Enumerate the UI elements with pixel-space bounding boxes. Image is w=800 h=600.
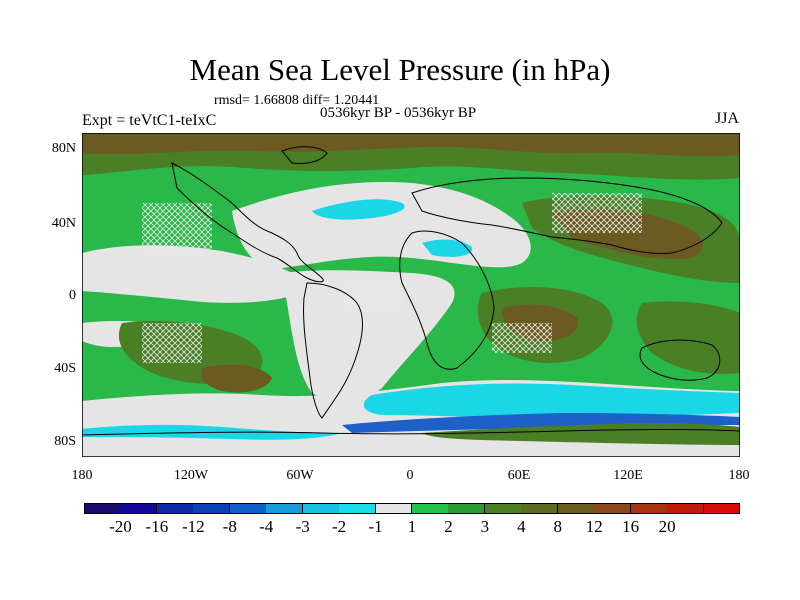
colorbar-tick-label: -4 bbox=[259, 517, 274, 536]
field-pacific-light bbox=[82, 245, 302, 303]
lon-label-120e: 120E bbox=[613, 468, 643, 483]
field-antarctic-blue-band bbox=[342, 413, 740, 433]
hatch-indian bbox=[492, 323, 552, 353]
colorbar-swatch bbox=[229, 503, 267, 514]
season-label: JJA bbox=[715, 110, 740, 127]
lon-label-60e: 60E bbox=[507, 468, 531, 483]
hatch-north-atlantic bbox=[142, 203, 212, 263]
field-arctic-brown bbox=[82, 133, 740, 157]
field-antarctic-olive bbox=[422, 423, 740, 445]
colorbar-swatch bbox=[448, 503, 486, 514]
colorbar-tick-label: -16 bbox=[145, 517, 169, 536]
colorbar-tick-label: -20 bbox=[109, 517, 132, 536]
period-label: 0536kyr BP - 0536kyr BP bbox=[320, 105, 477, 121]
field-australia-olive bbox=[636, 301, 740, 374]
colorbar-tick-label: 20 bbox=[658, 517, 676, 536]
lat-label-80n: 80N bbox=[51, 141, 76, 156]
lat-label-40n: 40N bbox=[51, 216, 76, 231]
colorbar-swatch bbox=[302, 503, 340, 514]
colorbar-swatch bbox=[412, 503, 449, 514]
colorbar-swatch bbox=[667, 503, 705, 514]
field-mediterranean-cyan bbox=[422, 239, 473, 257]
colorbar-tick-label: -2 bbox=[332, 517, 347, 536]
colorbar-swatch bbox=[521, 503, 559, 514]
lon-label-60w: 60W bbox=[286, 468, 314, 483]
lat-label-80s: 80S bbox=[54, 434, 76, 449]
lat-label-40s: 40S bbox=[54, 361, 76, 376]
colorbar-swatch bbox=[156, 503, 194, 514]
colorbar-swatch bbox=[339, 503, 377, 514]
hatch-tropical-atlantic bbox=[342, 273, 402, 313]
colorbar-tick-label: 1 bbox=[407, 517, 417, 536]
colorbar-tick-label: 2 bbox=[444, 517, 453, 536]
colorbar-swatch bbox=[594, 503, 632, 514]
colorbar-swatch bbox=[120, 503, 158, 514]
colorbar-swatch bbox=[193, 503, 231, 514]
colorbar-frame bbox=[84, 503, 740, 514]
experiment-label: Expt = teVtC1-teIxC bbox=[82, 112, 217, 129]
colorbar-tick-label: 4 bbox=[517, 517, 526, 536]
coastlines bbox=[82, 146, 740, 436]
colorbar-swatch bbox=[84, 503, 121, 514]
field-southern-cyan bbox=[363, 383, 740, 419]
lat-label-0: 0 bbox=[69, 288, 76, 303]
field-south-pacific-brown bbox=[200, 364, 272, 393]
lon-label-0: 0 bbox=[406, 468, 414, 483]
lon-label-120w: 120W bbox=[173, 468, 209, 483]
hatch-south-pacific bbox=[142, 323, 202, 363]
colorbar-swatch bbox=[375, 503, 413, 514]
colorbar-swatch bbox=[484, 503, 522, 514]
colorbar-swatch bbox=[266, 503, 304, 514]
colorbar-tick-label: 3 bbox=[480, 517, 490, 536]
field-north-atlantic-cyan bbox=[312, 199, 405, 220]
colorbar-tick-label: -12 bbox=[181, 517, 205, 536]
lon-label-180e: 180 bbox=[728, 468, 750, 483]
colorbar-tick-label: 12 bbox=[585, 517, 603, 536]
colorbar-tick-label: -8 bbox=[222, 517, 237, 536]
colorbar-swatch bbox=[557, 503, 595, 514]
colorbar-swatch bbox=[703, 503, 741, 514]
rmsd-diff-stats: rmsd= 1.66808 diff= 1.20441 bbox=[214, 93, 380, 108]
lon-label-180w: 180 bbox=[71, 468, 93, 483]
colorbar-tick-label: -1 bbox=[368, 517, 383, 536]
colorbar-tick-label: 16 bbox=[622, 517, 640, 536]
hatch-asia bbox=[552, 193, 642, 233]
map-title: Mean Sea Level Pressure (in hPa) bbox=[189, 52, 611, 87]
colorbar-swatch bbox=[630, 503, 668, 514]
colorbar-tick-label: -3 bbox=[295, 517, 310, 536]
pressure-difference-map bbox=[82, 133, 740, 457]
colorbar-tick-label: 8 bbox=[553, 517, 563, 536]
